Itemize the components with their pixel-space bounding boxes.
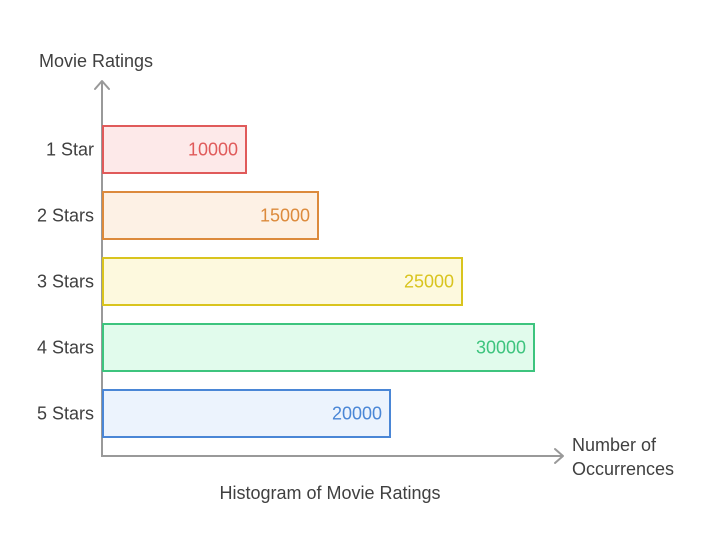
x-axis-arrow-icon <box>554 448 564 464</box>
bar-1 <box>102 125 247 174</box>
category-label-1: 1 Star <box>46 140 94 160</box>
value-label-2: 15000 <box>260 206 310 226</box>
category-label-3: 3 Stars <box>37 272 94 292</box>
category-label-2: 2 Stars <box>37 206 94 226</box>
value-label-1: 10000 <box>188 140 238 160</box>
bar-5 <box>102 389 391 438</box>
bar-2 <box>102 191 319 240</box>
x-axis-label-line-2: Occurrences <box>572 459 674 479</box>
category-label-4: 4 Stars <box>37 338 94 358</box>
category-label-5: 5 Stars <box>37 404 94 424</box>
value-label-5: 20000 <box>332 404 382 424</box>
bar-4 <box>102 323 535 372</box>
x-axis-label-line-1: Number of <box>572 435 657 455</box>
x-axis-label: Number of Occurrences <box>572 435 674 479</box>
y-axis-arrow-icon <box>94 80 110 90</box>
bars-group: 1 Star 10000 2 Stars 15000 3 Stars 25000 4 Sta… <box>37 125 535 438</box>
value-label-3: 25000 <box>404 272 454 292</box>
bar-3 <box>102 257 463 306</box>
value-label-4: 30000 <box>476 338 526 358</box>
y-axis-label: Movie Ratings <box>39 51 153 71</box>
chart-caption: Histogram of Movie Ratings <box>219 483 440 503</box>
